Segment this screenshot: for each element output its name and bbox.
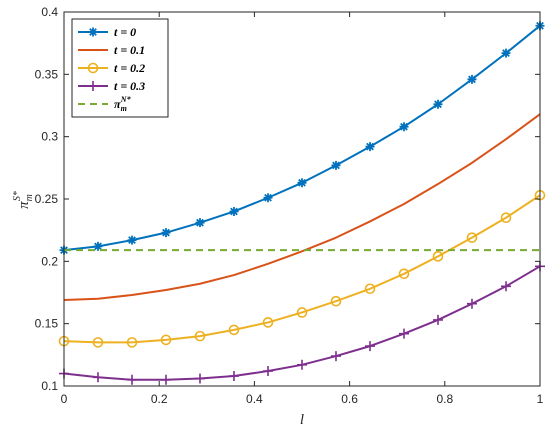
data-point — [501, 281, 512, 292]
y-axis-title-sup: S* — [12, 191, 23, 201]
legend-label-main: π — [114, 97, 121, 111]
data-point — [92, 372, 103, 383]
legend-label: πmN* — [114, 95, 132, 113]
data-point — [365, 142, 375, 152]
legend-entries: t = 0 t = 0.1 t = 0.2 t = 0.3 πmN* — [78, 25, 145, 113]
data-point — [161, 228, 171, 238]
legend-label-main: t = 0.2 — [114, 61, 145, 75]
data-point — [92, 337, 104, 348]
data-point — [126, 337, 138, 348]
legend-marker — [88, 27, 98, 37]
data-point — [263, 193, 273, 203]
data-point — [297, 178, 307, 188]
data-point — [297, 359, 307, 370]
data-point — [364, 283, 376, 295]
data-point — [466, 298, 477, 309]
legend-marker — [88, 81, 98, 91]
data-point — [263, 366, 274, 377]
x-tick-label: 1 — [537, 392, 544, 406]
data-point — [93, 241, 103, 251]
legend-entry-3: t = 0.3 — [78, 79, 145, 93]
x-tick-label: 0.6 — [341, 392, 358, 406]
data-point — [228, 371, 239, 382]
series-2 — [58, 189, 546, 348]
data-point — [501, 48, 511, 58]
y-tick-label: 0.2 — [41, 254, 58, 268]
data-point — [262, 317, 274, 328]
legend-marker — [87, 62, 99, 74]
data-point — [160, 334, 172, 346]
y-tick-label: 0.35 — [35, 67, 59, 81]
legend-label-main: t = 0.1 — [114, 43, 145, 57]
y-axis-title: πmS* — [12, 191, 35, 209]
tick-layer: 0 0.2 0.4 0.6 0.8 1 0.1 0.15 0.2 0.25 0.3 0.35 0.4 — [35, 5, 544, 406]
data-point — [433, 99, 443, 109]
legend-entry-4: πmN* — [78, 95, 132, 113]
legend-label-sub: m — [121, 104, 127, 113]
data-point — [432, 251, 444, 262]
y-axis-title-sub: m — [24, 194, 35, 201]
x-tick-label: 0 — [61, 392, 68, 406]
data-point — [466, 232, 478, 243]
svg-text:πmS*: πmS* — [12, 191, 35, 209]
data-point — [161, 374, 172, 385]
data-point — [195, 218, 205, 228]
legend-label: t = 0.2 — [114, 61, 145, 75]
data-point — [330, 351, 341, 362]
data-point — [432, 314, 443, 325]
data-point — [229, 206, 239, 216]
x-tick-label: 0.2 — [151, 392, 168, 406]
legend-entry-1: t = 0.1 — [78, 43, 145, 57]
data-point — [127, 235, 137, 245]
data-point — [194, 330, 206, 342]
x-tick-label: 0.4 — [246, 392, 263, 406]
y-tick-label: 0.3 — [41, 130, 58, 144]
data-point — [467, 74, 477, 84]
data-point — [228, 324, 240, 336]
legend-label: t = 0 — [114, 25, 136, 39]
series-line — [63, 194, 541, 344]
data-point — [127, 374, 138, 385]
x-tick-label: 0.8 — [436, 392, 453, 406]
data-point — [330, 295, 342, 307]
data-point — [296, 307, 308, 318]
legend-entry-0: t = 0 — [78, 25, 136, 39]
data-point — [365, 341, 376, 352]
y-tick-label: 0.25 — [35, 192, 59, 206]
legend-label: t = 0.3 — [114, 79, 145, 93]
y-tick-label: 0.4 — [41, 5, 58, 19]
y-axis-title-main: π — [16, 201, 32, 209]
data-point — [194, 373, 205, 384]
legend-label-main: t = 0 — [114, 25, 136, 39]
series-line — [63, 113, 541, 301]
data-point — [399, 122, 409, 132]
legend: t = 0 t = 0.1 t = 0.2 t = 0.3 πmN* — [71, 18, 169, 118]
legend-entry-2: t = 0.2 — [78, 61, 145, 75]
y-tick-label: 0.1 — [41, 379, 58, 393]
y-tick-label: 0.15 — [35, 317, 59, 331]
x-axis-title: l — [300, 412, 304, 428]
legend-label-main: t = 0.3 — [114, 79, 145, 93]
legend-label-sup: N* — [120, 95, 132, 104]
data-point — [399, 328, 410, 339]
series-1 — [63, 113, 541, 301]
legend-label: t = 0.1 — [114, 43, 145, 57]
data-point — [398, 268, 410, 280]
data-point — [500, 212, 512, 223]
data-point — [331, 160, 341, 170]
